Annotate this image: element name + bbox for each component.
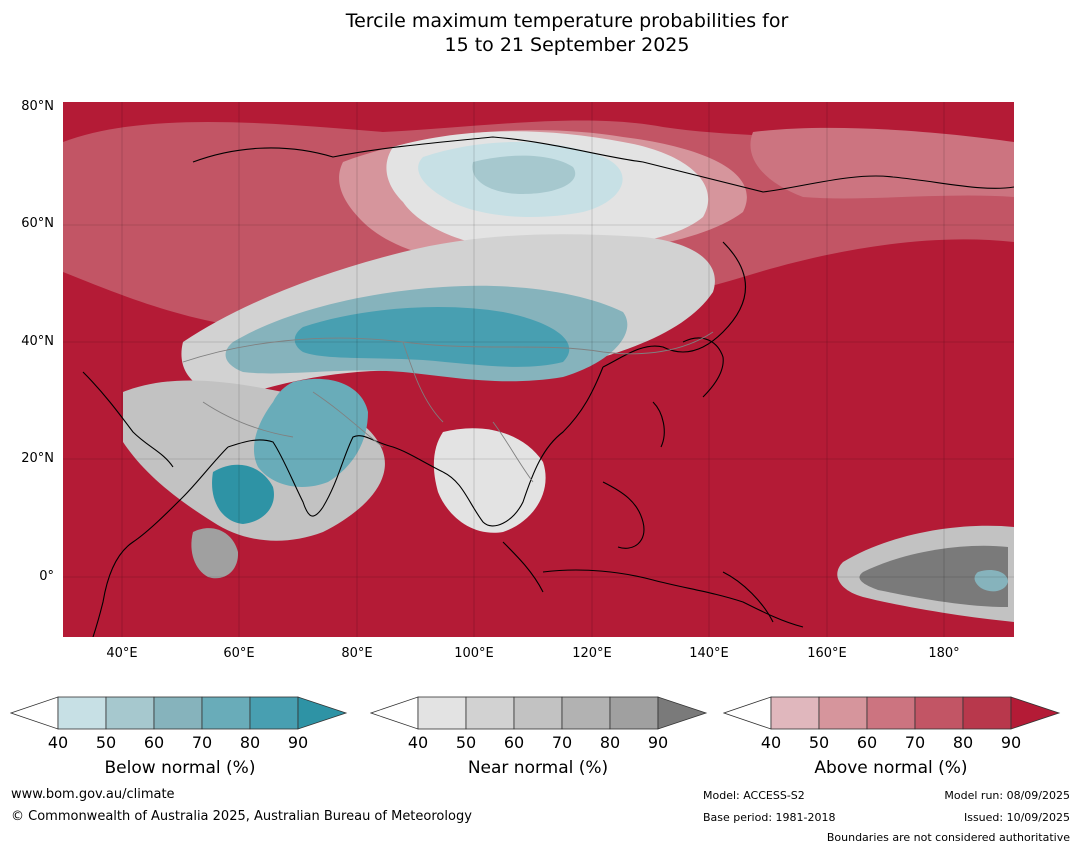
below-normal-segment: [249, 696, 299, 730]
tick-label: 80: [239, 733, 261, 752]
lon-label-100e: 100°E: [454, 646, 494, 661]
tick-label: 60: [856, 733, 878, 752]
tick-label: 60: [143, 733, 165, 752]
website-link[interactable]: www.bom.gov.au/climate: [11, 787, 175, 802]
near-normal-upper-extend: [657, 696, 708, 730]
colorbar-near-title: Near normal (%): [467, 758, 609, 778]
colorbar-below-title: Below normal (%): [104, 758, 256, 778]
coastlines: [82, 136, 1014, 637]
near-normal-segment: [609, 696, 659, 730]
colorbar-below-normal: [10, 696, 348, 730]
above-normal-segment: [866, 696, 916, 730]
chart-title-line2: 15 to 21 September 2025: [444, 34, 690, 56]
tick-label: 50: [455, 733, 477, 752]
below-normal-segment: [57, 696, 107, 730]
near-normal-pacific-core: [859, 545, 1008, 607]
country-borders: [182, 331, 714, 483]
near-normal-lower-extend: [370, 696, 419, 730]
lat-label-40n: 40°N: [21, 334, 54, 349]
tick-label: 40: [47, 733, 69, 752]
colorbar-above-title: Above normal (%): [814, 758, 968, 778]
above-normal-lower-extend: [723, 696, 772, 730]
below-normal-pacific-spot: [974, 570, 1008, 592]
lon-label-120e: 120°E: [572, 646, 612, 661]
lat-label-20n: 20°N: [21, 451, 54, 466]
near-normal-segment: [465, 696, 515, 730]
copyright-text: © Commonwealth of Australia 2025, Austra…: [11, 809, 472, 824]
lat-label-0: 0°: [39, 569, 54, 584]
tick-label: 70: [191, 733, 213, 752]
lon-label-40e: 40°E: [106, 646, 138, 661]
lon-label-80e: 80°E: [341, 646, 373, 661]
above-normal-segment: [962, 696, 1012, 730]
lat-label-80n: 80°N: [21, 99, 54, 114]
lon-label-60e: 60°E: [223, 646, 255, 661]
tick-label: 70: [904, 733, 926, 752]
model-name: Model: ACCESS-S2: [703, 789, 805, 802]
tick-label: 80: [599, 733, 621, 752]
below-normal-upper-extend: [297, 696, 348, 730]
below-normal-segment: [153, 696, 203, 730]
below-normal-segment: [105, 696, 155, 730]
lon-label-180: 180°: [928, 646, 960, 661]
colorbar-above-normal: [723, 696, 1061, 730]
above-normal-upper-extend: [1010, 696, 1061, 730]
lon-label-160e: 160°E: [807, 646, 847, 661]
tick-label: 80: [952, 733, 974, 752]
model-run-date: Model run: 08/09/2025: [944, 789, 1070, 802]
near-normal-segment: [513, 696, 563, 730]
lon-label-140e: 140°E: [689, 646, 729, 661]
tick-label: 40: [760, 733, 782, 752]
tick-label: 90: [287, 733, 309, 752]
tick-label: 50: [95, 733, 117, 752]
above-normal-segment: [818, 696, 868, 730]
below-normal-arabian-sea: [212, 464, 274, 524]
graticule: [63, 102, 1014, 637]
chart-title-line1: Tercile maximum temperature probabilitie…: [345, 10, 789, 32]
near-normal-se-asia: [433, 428, 546, 533]
below-normal-central-asia-core: [294, 307, 570, 367]
probability-map: [63, 102, 1014, 637]
tick-label: 50: [808, 733, 830, 752]
near-normal-segment: [417, 696, 467, 730]
above-normal-segment: [914, 696, 964, 730]
above-normal-segment: [770, 696, 820, 730]
lat-label-60n: 60°N: [21, 216, 54, 231]
tick-label: 90: [647, 733, 669, 752]
tick-label: 70: [551, 733, 573, 752]
tick-label: 60: [503, 733, 525, 752]
below-normal-lower-extend: [10, 696, 59, 730]
colorbar-near-normal: [370, 696, 708, 730]
tick-label: 40: [407, 733, 429, 752]
below-normal-siberia-core: [472, 155, 576, 194]
base-period: Base period: 1981-2018: [703, 811, 836, 824]
tick-label: 90: [1000, 733, 1022, 752]
issued-date: Issued: 10/09/2025: [963, 811, 1070, 824]
above-normal-ne-region: [750, 127, 1014, 199]
boundaries-disclaimer: Boundaries are not considered authoritat…: [826, 831, 1070, 844]
near-normal-horn-africa: [191, 528, 239, 579]
below-normal-segment: [201, 696, 251, 730]
near-normal-segment: [561, 696, 611, 730]
